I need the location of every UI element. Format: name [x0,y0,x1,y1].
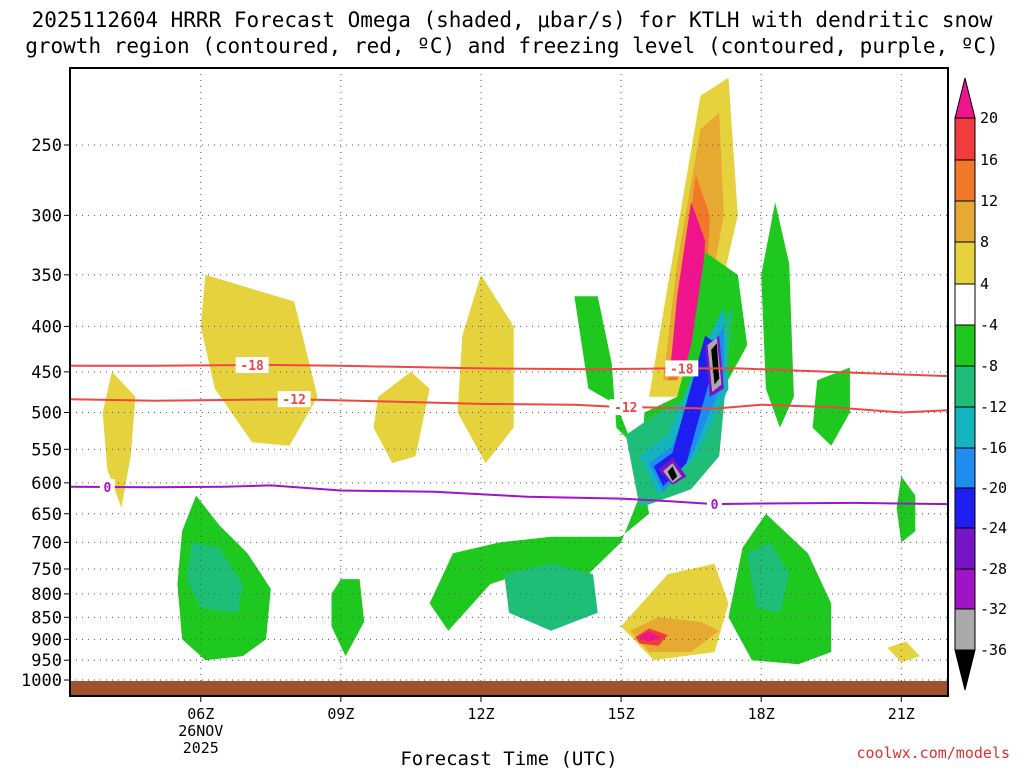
colorbar-label: -16 [980,439,1007,457]
colorbar-over-triangle [954,77,976,119]
x-tick-label: 09Z [327,705,354,723]
colorbar-label: -32 [980,600,1007,618]
x-axis-label: Forecast Time (UTC) [400,748,617,768]
colorbar-swatch [954,527,976,570]
y-tick-label: 450 [31,363,62,383]
y-tick-label: 850 [31,608,62,628]
x-tick-label: 18Z [748,705,775,723]
contour-label-bg [235,356,269,373]
omega-region-negative-8 [504,563,598,631]
contour-freezing-level-0 [69,484,949,506]
contour-label: -18 [240,359,264,374]
ground-surface [70,681,948,696]
omega-region-negative-8 [186,542,243,613]
plot-frame [69,67,949,697]
omega-region-positive-4 [373,371,430,464]
x-tick-label: 06Z [187,705,214,723]
colorbar-label: -4 [980,316,998,334]
x-tick-date: 26NOV [178,722,223,740]
y-tick-label: 900 [31,630,62,650]
contour-label: 0 [711,498,719,513]
y-tick-label: 750 [31,560,62,580]
colorbar-label: -20 [980,479,1007,497]
contour-dgz-minus18 [70,363,949,378]
colorbar-swatch [954,365,976,408]
y-tick-label: 700 [31,533,62,553]
colorbar-swatch [954,406,976,449]
contour-label-bg [99,478,115,495]
chart-title-line1: 2025112604 HRRR Forecast Omega (shaded, … [31,8,993,32]
colorbar-swatch [954,487,976,529]
colorbar-swatch [954,283,976,326]
colorbar-swatch [954,241,976,285]
omega-region-negative-4 [761,202,794,428]
colorbar-label: -36 [980,641,1007,659]
omega-region-negative-4 [429,252,748,631]
y-tick-label: 800 [31,585,62,605]
omega-region-negative-4 [331,579,365,657]
y-tick-label: 250 [31,136,62,156]
colorbar-under-triangle [954,649,976,691]
colorbar-label: 20 [980,109,998,127]
y-tick-label: 950 [31,651,62,671]
contour-label: -12 [282,393,305,408]
omega-region-negative-4 [896,476,916,543]
contour-label: 0 [103,481,111,496]
x-tick-label: 15Z [608,705,635,723]
colorbar-swatch [954,200,976,243]
colorbar-swatch [954,159,976,202]
colorbar-label: 12 [980,192,998,210]
colorbar-swatch [954,447,976,489]
y-tick-label: 350 [31,266,62,286]
x-tick-year: 2025 [183,739,219,757]
contour-label: -18 [670,362,694,377]
y-tick-label: 600 [31,474,62,494]
colorbar-label: 4 [980,275,989,293]
colorbar-label: 16 [980,151,998,169]
colorbar-label: -8 [980,357,998,375]
colorbar-label: -28 [980,560,1007,578]
y-tick-label: 400 [31,317,62,337]
y-tick-label: 1000 [21,671,62,691]
omega-region-under-36 [711,343,720,385]
contour-label-bg [706,496,722,513]
y-tick-label: 550 [31,440,62,460]
contour-label: -12 [614,401,637,416]
omega-region-negative-8 [747,542,790,613]
colorbar-swatch [954,608,976,651]
colorbar-label: -12 [980,398,1007,416]
omega-region-negative-20 [653,335,720,487]
x-tick-label: 12Z [467,705,494,723]
omega-region-under-36 [667,466,678,481]
y-tick-label: 650 [31,505,62,525]
contour-label-bg [665,360,699,377]
x-tick-label: 21Z [888,705,915,723]
chart-title-line2: growth region (contoured, red, ºC) and f… [25,34,999,58]
contour-label-bg [609,399,643,416]
y-tick-label: 300 [31,206,62,226]
colorbar-swatch [954,568,976,610]
credit-text[interactable]: coolwx.com/models [856,744,1010,762]
colorbar-swatch [954,117,976,161]
contour-label-bg [277,391,311,408]
colorbar-label: 8 [980,233,989,251]
colorbar-label: -24 [980,519,1007,537]
omega-region-positive-4 [102,371,136,508]
omega-region-positive-4 [887,641,920,663]
omega-region-over-20 [637,631,661,642]
colorbar-swatch [954,324,976,367]
y-tick-label: 500 [31,404,62,424]
